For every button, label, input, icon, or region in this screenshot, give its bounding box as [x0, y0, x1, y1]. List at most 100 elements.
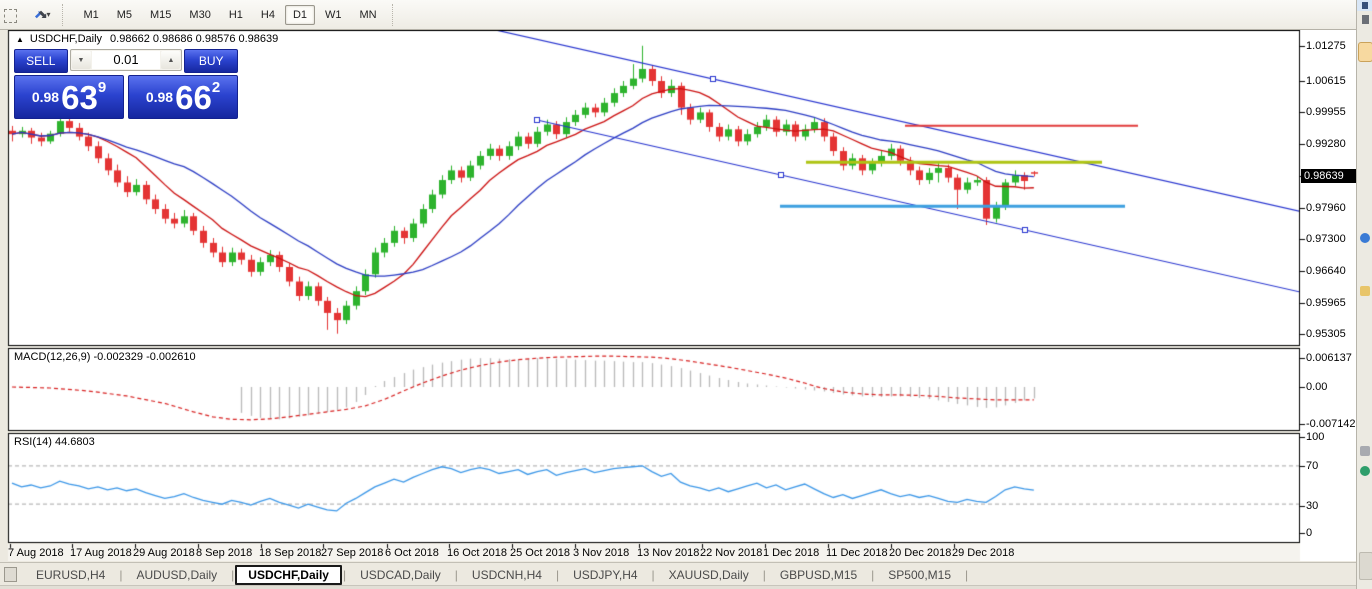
- chart-tab-usdcnh[interactable]: USDCNH,H4: [471, 567, 542, 582]
- macd-axis-label: 0.00: [1306, 381, 1328, 393]
- price-axis-label: 0.97300: [1306, 233, 1346, 245]
- adjacent-window-glyph: [1362, 2, 1368, 9]
- date-axis-label[interactable]: 16 Oct 2018: [447, 547, 507, 559]
- date-axis-label[interactable]: 6 Oct 2018: [385, 547, 439, 559]
- timeframe-button-w1[interactable]: W1: [325, 8, 342, 21]
- adjacent-window-button[interactable]: [1358, 42, 1372, 62]
- price-axis-label: 0.99280: [1306, 138, 1346, 150]
- date-axis-label[interactable]: 1 Dec 2018: [763, 547, 820, 559]
- rsi-axis-label: 70: [1306, 460, 1319, 472]
- rsi-axis-label: 30: [1306, 500, 1319, 512]
- tab-separator: |: [555, 567, 560, 582]
- one-click-trade-panel: SELL ▼ 0.01 ▲ BUY 0.98 63 9 0.98 66 2: [14, 49, 238, 119]
- date-axis-label[interactable]: 29 Aug 2018: [133, 547, 195, 559]
- macd-values: -0.002329 -0.002610: [93, 351, 196, 363]
- chart-tab-audusd[interactable]: AUDUSD,Daily: [136, 567, 218, 582]
- rsi-value: 44.6803: [54, 436, 95, 448]
- status-bar-edge: [0, 585, 1372, 589]
- date-axis-label[interactable]: 18 Sep 2018: [259, 547, 322, 559]
- date-axis-label[interactable]: 3 Nov 2018: [573, 547, 630, 559]
- date-axis-label[interactable]: 29 Dec 2018: [952, 547, 1015, 559]
- price-axis-label: 0.96640: [1306, 265, 1346, 277]
- price-axis-label: 1.00615: [1306, 75, 1346, 87]
- tab-list-icon[interactable]: [4, 567, 17, 582]
- price-axis-label: 0.95305: [1306, 328, 1346, 340]
- current-price-tag: 0.98639: [1301, 169, 1357, 183]
- tab-separator: |: [965, 567, 969, 582]
- tile-windows-icon[interactable]: ⬈⬊: [34, 9, 48, 21]
- buy-price-prefix: 0.98: [145, 89, 174, 105]
- chart-symbol-label: USDCHF,Daily: [29, 33, 103, 45]
- date-axis-label[interactable]: 25 Oct 2018: [510, 547, 570, 559]
- volume-decrease-button[interactable]: ▼: [71, 51, 91, 69]
- rsi-axis-label: 100: [1306, 431, 1325, 443]
- sell-button[interactable]: SELL: [14, 49, 68, 73]
- price-axis-label: 0.95965: [1306, 297, 1346, 309]
- macd-axis-label: -0.007142: [1306, 418, 1356, 430]
- buy-price-big: 66: [175, 78, 212, 116]
- price-axis-label: 0.99955: [1306, 106, 1346, 118]
- sell-price-button[interactable]: 0.98 63 9: [14, 75, 124, 119]
- adjacent-window-sliver: [1356, 0, 1372, 589]
- tab-separator: |: [231, 567, 235, 582]
- chart-tab-bar: EURUSD,H4 | AUDUSD,Daily | USDCHF,Daily | USDC…: [0, 562, 1356, 586]
- tab-separator: |: [342, 567, 347, 582]
- tab-separator: |: [651, 567, 655, 582]
- rsi-label: RSI(14) 44.6803: [14, 436, 95, 448]
- timeframe-button-d1[interactable]: D1: [284, 4, 316, 25]
- date-axis-label[interactable]: 17 Aug 2018: [70, 547, 132, 559]
- adjacent-folder-icon[interactable]: [1360, 286, 1370, 296]
- chart-tab-eurusd[interactable]: EURUSD,H4: [36, 567, 106, 582]
- toolbar-separator: [391, 3, 398, 26]
- volume-input[interactable]: 0.01: [91, 51, 161, 69]
- date-axis-label[interactable]: 13 Nov 2018: [637, 547, 700, 559]
- date-axis-label[interactable]: 7 Aug 2018: [8, 547, 64, 559]
- date-axis-label[interactable]: 8 Sep 2018: [196, 547, 253, 559]
- chart-tab-sp500[interactable]: SP500,M15: [888, 567, 952, 582]
- timeframe-button-h4[interactable]: H4: [260, 8, 275, 21]
- macd-label: MACD(12,26,9) -0.002329 -0.002610: [14, 351, 196, 363]
- buy-price-button[interactable]: 0.98 66 2: [128, 75, 238, 119]
- date-axis-label[interactable]: 20 Dec 2018: [889, 547, 952, 559]
- tab-separator: |: [762, 567, 766, 582]
- tab-separator: |: [871, 567, 875, 582]
- macd-axis-label: 0.006137: [1306, 352, 1352, 364]
- tab-separator: |: [119, 567, 123, 582]
- sell-price-prefix: 0.98: [31, 89, 60, 105]
- adjacent-window-glyph: [1362, 15, 1369, 24]
- buy-button[interactable]: BUY: [184, 49, 238, 73]
- timeframe-button-mn[interactable]: MN: [359, 8, 377, 21]
- timeframe-toolbar: ⬈⬊ ▾ M1 M5 M15 M30 H1 H4 D1 W1 MN: [0, 0, 1356, 30]
- volume-stepper: ▼ 0.01 ▲: [69, 49, 183, 71]
- adjacent-scrollbar[interactable]: [1359, 552, 1372, 580]
- chart-tab-gbpusd[interactable]: GBPUSD,M15: [779, 567, 858, 582]
- volume-increase-button[interactable]: ▲: [161, 51, 181, 69]
- toolbar-separator: [62, 3, 68, 26]
- sell-price-big: 63: [61, 78, 98, 116]
- adjacent-globe-icon[interactable]: [1360, 466, 1370, 476]
- buy-price-pip: 2: [211, 79, 221, 96]
- timeframe-button-m30[interactable]: M30: [189, 8, 211, 21]
- rsi-axis-label: 0: [1306, 527, 1313, 539]
- collapse-panel-icon[interactable]: ▲: [16, 35, 24, 44]
- date-axis-label[interactable]: 27 Sep 2018: [321, 547, 384, 559]
- date-axis-label[interactable]: 11 Dec 2018: [826, 547, 888, 559]
- chevron-down-icon[interactable]: ▾: [46, 10, 51, 19]
- date-axis-label[interactable]: 22 Nov 2018: [700, 547, 763, 559]
- adjacent-app-icon[interactable]: [1360, 446, 1370, 456]
- chart-tab-usdchf[interactable]: USDCHF,Daily: [235, 564, 342, 585]
- sell-price-pip: 9: [97, 79, 107, 96]
- crosshair-select-icon[interactable]: [4, 7, 22, 23]
- timeframe-button-m5[interactable]: M5: [116, 8, 133, 21]
- chart-ohlc-values: 0.98662 0.98686 0.98576 0.98639: [110, 33, 279, 45]
- chart-tab-usdjpy[interactable]: USDJPY,H4: [573, 567, 638, 582]
- timeframe-button-m1[interactable]: M1: [83, 8, 99, 21]
- chart-tab-xauusd[interactable]: XAUUSD,Daily: [668, 567, 749, 582]
- timeframe-button-m15[interactable]: M15: [150, 8, 172, 21]
- chart-tab-usdcad[interactable]: USDCAD,Daily: [360, 567, 441, 582]
- adjacent-app-icon[interactable]: [1360, 233, 1370, 243]
- tab-separator: |: [454, 567, 458, 582]
- timeframe-button-h1[interactable]: H1: [228, 8, 243, 21]
- price-axis-label: 1.01275: [1306, 40, 1346, 52]
